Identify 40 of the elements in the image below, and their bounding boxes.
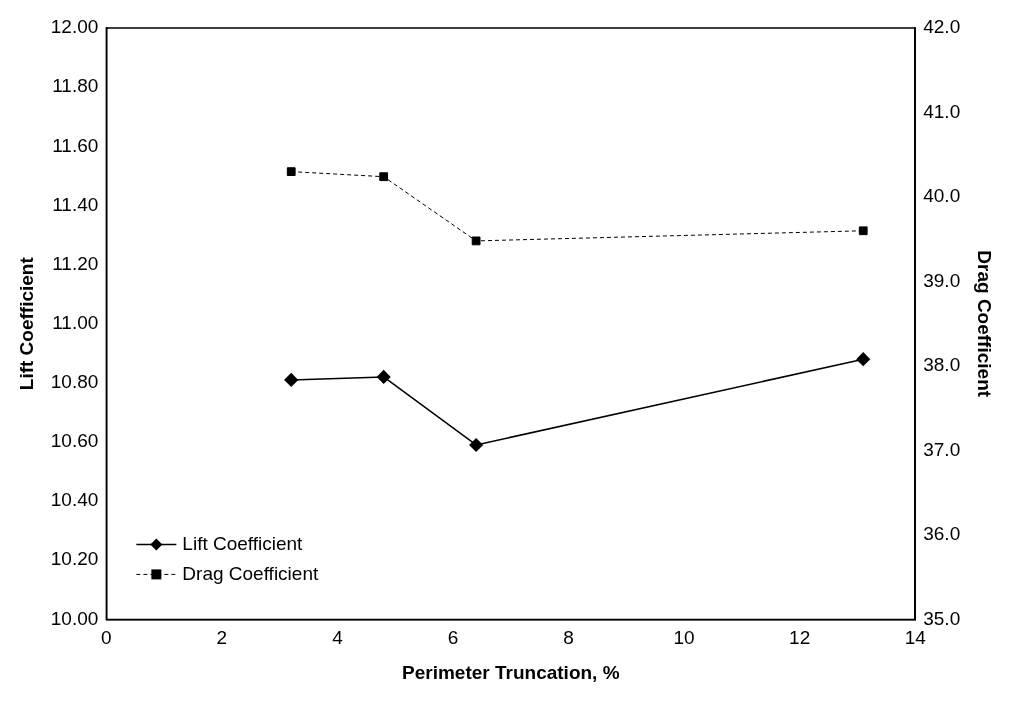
y2-tick-label: 35.0 bbox=[923, 607, 961, 629]
x-tick-label: 12 bbox=[789, 627, 811, 649]
x-tick-label: 2 bbox=[216, 627, 228, 649]
x-axis-title: Perimeter Truncation, % bbox=[402, 661, 620, 683]
legend-label: Drag Coefficient bbox=[182, 562, 319, 584]
x-tick-label: 8 bbox=[563, 627, 574, 649]
x-tick-label: 14 bbox=[904, 627, 927, 649]
y-axis-title: Lift Coefficient bbox=[15, 256, 37, 391]
y2-axis-title: Drag Coefficient bbox=[974, 250, 996, 398]
y2-tick-label: 39.0 bbox=[923, 269, 961, 291]
y-tick-label: 11.40 bbox=[52, 193, 99, 215]
y-tick-label: 11.80 bbox=[52, 75, 99, 97]
x-tick-label: 4 bbox=[332, 627, 344, 649]
x-tick-label: 10 bbox=[673, 627, 695, 649]
x-tick-label: 0 bbox=[101, 627, 112, 649]
y2-tick-label: 37.0 bbox=[923, 438, 961, 460]
y-tick-label: 10.00 bbox=[50, 607, 99, 629]
y-tick-label: 11.60 bbox=[52, 134, 99, 156]
point bbox=[858, 226, 868, 236]
y-tick-label: 10.20 bbox=[50, 548, 99, 570]
point bbox=[376, 370, 391, 384]
point bbox=[856, 352, 870, 366]
y2-tick-label: 40.0 bbox=[923, 185, 961, 207]
point bbox=[284, 373, 298, 387]
point bbox=[471, 236, 481, 246]
point bbox=[379, 172, 389, 182]
x-tick-label: 6 bbox=[447, 627, 459, 649]
y-tick-label: 12.00 bbox=[50, 16, 99, 38]
y-tick-label: 10.60 bbox=[50, 430, 99, 452]
y2-tick-label: 42.0 bbox=[923, 16, 961, 38]
y2-tick-label: 38.0 bbox=[923, 354, 961, 376]
y-tick-label: 10.80 bbox=[50, 371, 99, 393]
y-tick-label: 10.40 bbox=[50, 489, 99, 511]
y-tick-label: 11.00 bbox=[52, 311, 99, 333]
y2-tick-label: 36.0 bbox=[923, 523, 961, 545]
y2-tick-label: 41.0 bbox=[923, 100, 961, 122]
point bbox=[286, 167, 296, 177]
point bbox=[469, 438, 483, 452]
y-tick-label: 11.20 bbox=[52, 252, 99, 274]
legend-label: Lift Coefficient bbox=[182, 532, 304, 554]
